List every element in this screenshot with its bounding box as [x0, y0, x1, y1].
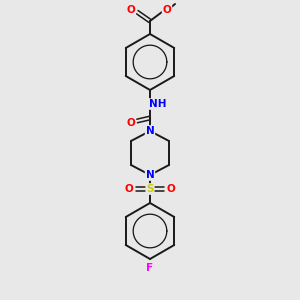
Text: O: O: [124, 184, 134, 194]
Text: N: N: [146, 170, 154, 180]
Text: N: N: [146, 126, 154, 136]
Text: O: O: [127, 5, 135, 15]
Text: O: O: [127, 118, 135, 128]
Text: F: F: [146, 263, 154, 273]
Text: O: O: [163, 5, 171, 15]
Text: S: S: [146, 184, 154, 194]
Text: O: O: [167, 184, 176, 194]
Text: NH: NH: [149, 99, 167, 109]
